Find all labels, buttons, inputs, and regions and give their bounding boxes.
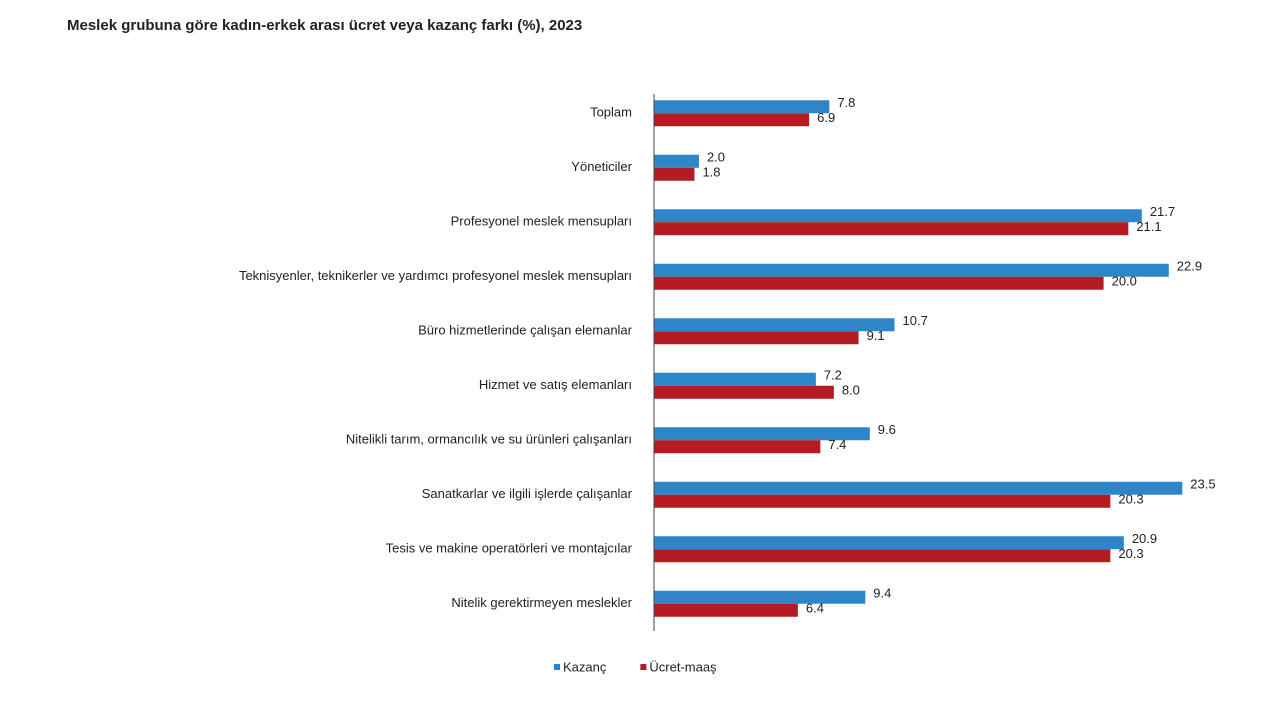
value-label: 22.9 [1177,259,1202,274]
category-label: Hizmet ve satış elemanları [479,377,632,392]
category-label: Teknisyenler, teknikerler ve yardımcı pr… [239,268,632,283]
bar [654,427,870,441]
legend-label: Ücret-maaş [649,659,717,674]
value-label: 10.7 [903,313,928,328]
bar [654,100,830,114]
bar [654,481,1183,495]
bar [654,154,699,168]
category-label: Yöneticiler [571,159,632,174]
legend-label: Kazanç [563,659,607,674]
value-label: 20.0 [1112,274,1137,289]
bar [654,263,1169,277]
bar [654,276,1104,290]
bar [654,494,1111,508]
value-label: 6.9 [817,110,835,125]
value-label: 20.3 [1118,492,1143,507]
value-label: 1.8 [702,165,720,180]
bar [654,113,810,127]
category-label: Büro hizmetlerinde çalışan elemanlar [418,323,633,338]
bar [654,385,834,399]
value-label: 6.4 [806,601,824,616]
bar [654,222,1129,236]
bar [654,209,1142,223]
value-label: 7.4 [828,437,846,452]
legend-swatch [554,664,560,670]
category-label: Nitelik gerektirmeyen meslekler [451,595,632,610]
bar [654,536,1124,550]
bar [654,440,821,454]
bar [654,318,895,332]
legend-swatch [640,664,647,670]
category-label: Profesyonel meslek mensupları [451,214,632,229]
bar [654,167,695,181]
value-label: 23.5 [1190,477,1215,492]
category-label: Sanatkarlar ve ilgili işlerde çalışanlar [422,486,633,501]
value-label: 21.7 [1150,204,1175,219]
value-label: 7.2 [824,368,842,383]
bar [654,603,798,617]
category-label: Toplam [590,105,632,120]
bar [654,331,859,345]
value-label: 20.9 [1132,531,1157,546]
category-label: Nitelikli tarım, ormancılık ve su ürünle… [346,432,632,447]
chart-title: Meslek grubuna göre kadın-erkek arası üc… [67,17,582,34]
value-label: 9.6 [878,422,896,437]
value-label: 9.1 [867,328,885,343]
value-label: 7.8 [837,95,855,110]
bar [654,549,1111,563]
bar [654,372,816,386]
value-label: 9.4 [873,586,891,601]
value-label: 20.3 [1118,546,1143,561]
value-label: 21.1 [1136,219,1161,234]
category-label: Tesis ve makine operatörleri ve montajcı… [386,541,633,556]
value-label: 8.0 [842,383,860,398]
value-label: 2.0 [707,150,725,165]
bar [654,590,866,604]
